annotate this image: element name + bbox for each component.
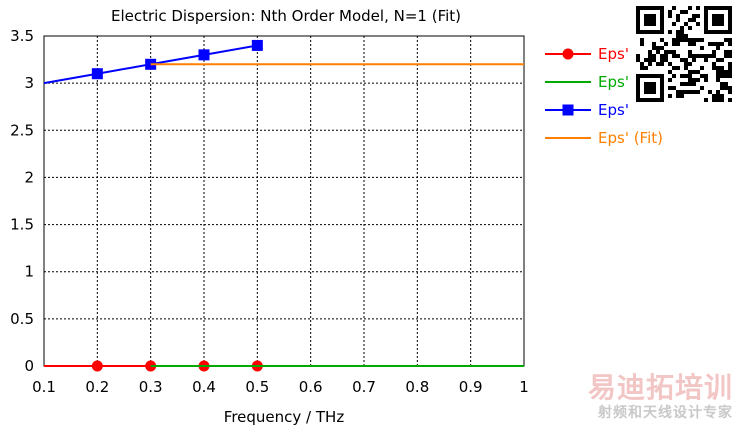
watermark-sub: 射频和天线设计专家: [598, 405, 733, 421]
y-tick-label: 2.5: [10, 121, 34, 139]
y-tick-label: 3.5: [10, 27, 34, 45]
legend-marker: [562, 48, 574, 60]
data-point: [91, 68, 103, 80]
qr-code-icon: [636, 6, 732, 102]
legend-label: Eps': [598, 101, 629, 119]
x-tick-label: 0.4: [192, 378, 216, 396]
y-tick-label: 0: [24, 357, 34, 375]
x-tick-label: 0.5: [245, 378, 269, 396]
y-tick-label: 2: [24, 168, 34, 186]
x-tick-label: 0.2: [85, 378, 109, 396]
data-point: [251, 39, 263, 51]
legend-marker: [562, 104, 574, 116]
x-tick-label: 0.7: [352, 378, 376, 396]
data-point: [198, 49, 210, 61]
series-layer: [43, 39, 524, 372]
legend-label: Eps' (Fit): [598, 129, 663, 147]
legend-label: Eps': [598, 45, 629, 63]
plot-area: [43, 35, 525, 367]
x-tick-label: 0.3: [139, 378, 163, 396]
x-tick-label: 0.1: [32, 378, 56, 396]
legend: Eps' Eps' Eps' Eps' (Fit): [545, 45, 663, 147]
grid: [44, 36, 524, 366]
x-tick-label: 0.9: [459, 378, 483, 396]
x-tick-label: 1: [519, 378, 529, 396]
legend-label: Eps': [598, 73, 629, 91]
x-tick-label: 0.6: [299, 378, 323, 396]
y-tick-label: 3: [24, 74, 34, 92]
data-point: [91, 360, 103, 372]
watermark: 易迪拓培训 射频和天线设计专家: [573, 372, 733, 428]
x-tick-label: 0.8: [405, 378, 429, 396]
y-tick-label: 1: [24, 263, 34, 281]
y-tick-label: 0.5: [10, 310, 34, 328]
watermark-main: 易迪拓培训: [587, 371, 733, 404]
x-axis-label: Frequency / THz: [224, 408, 345, 426]
y-tick-label: 1.5: [10, 216, 34, 234]
tick-labels: 0.1 0.2 0.3 0.4 0.5 0.6 0.7 0.8 0.9 1 0 0.5 1 1.5 2 2.5…: [10, 27, 529, 396]
chart-title: Electric Dispersion: Nth Order Model, N=…: [111, 7, 461, 25]
